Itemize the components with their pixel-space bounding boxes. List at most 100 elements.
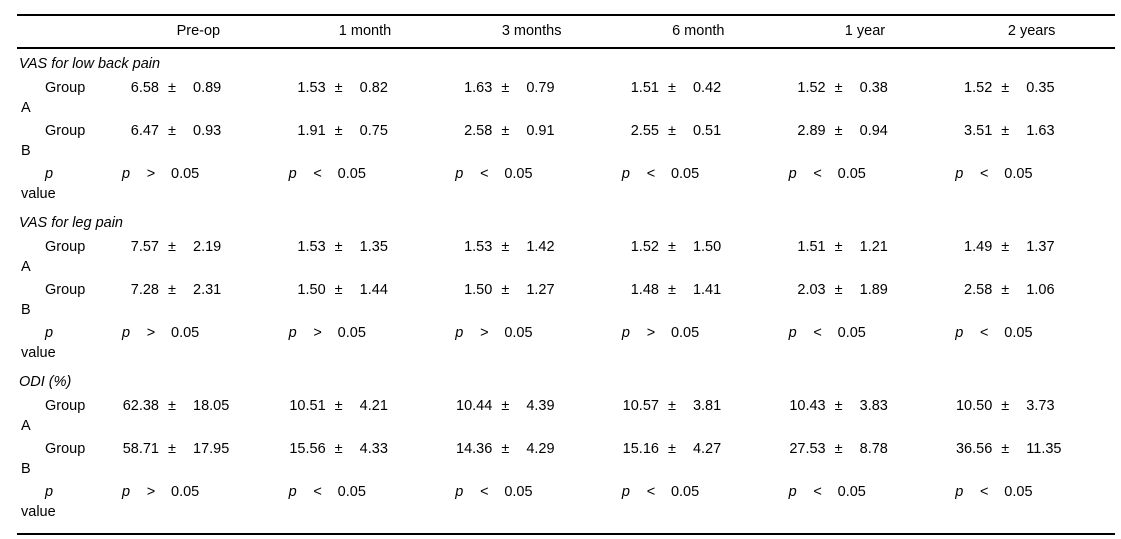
comparison-operator: <	[813, 325, 822, 341]
sd-value: 1.06	[1026, 282, 1055, 298]
sd-value: 1.27	[526, 282, 555, 298]
comparison-operator: <	[813, 484, 822, 500]
row-label-line1: p	[45, 484, 54, 500]
p-symbol: p	[955, 166, 964, 182]
value-cell: 2.03 ±1.89	[782, 278, 949, 321]
p-threshold: 0.05	[1004, 325, 1033, 341]
mean-value: 1.49	[964, 239, 993, 255]
value-cell: 36.56 ±11.35	[948, 437, 1115, 480]
sd-value: 1.37	[1026, 239, 1055, 255]
comparison-operator: >	[146, 166, 156, 182]
value-cell: 1.52 ±0.38	[782, 76, 949, 119]
value-cell: 58.71 ±17.95	[115, 437, 282, 480]
mean-value: 2.03	[797, 282, 826, 298]
sd-value: 1.50	[692, 239, 722, 255]
comparison-operator: >	[480, 325, 489, 341]
p-symbol: p	[621, 166, 630, 182]
plus-minus-sign: ±	[1001, 80, 1010, 96]
row-label-line2: value	[21, 186, 56, 202]
row-label-line2: A	[21, 100, 31, 116]
p-symbol: p	[455, 484, 464, 500]
row-label-line2: B	[21, 461, 31, 477]
sd-value: 1.44	[359, 282, 388, 298]
p-cell: p >0.05	[282, 321, 449, 367]
p-threshold: 0.05	[337, 484, 366, 500]
row-label: Group B	[17, 119, 115, 162]
mean-value: 1.51	[630, 80, 659, 96]
p-cell: p <0.05	[615, 480, 782, 534]
mean-value: 1.52	[964, 80, 993, 96]
comparison-operator: >	[646, 325, 656, 341]
plus-minus-sign: ±	[168, 282, 176, 298]
plus-minus-sign: ±	[168, 239, 176, 255]
column-header-3months: 3 months	[448, 15, 615, 49]
p-threshold: 0.05	[670, 166, 700, 182]
table-body: VAS for low back pain Group A 6.58 ±0.89 1.53…	[17, 48, 1115, 534]
plus-minus-sign: ±	[501, 123, 510, 139]
plus-minus-sign: ±	[168, 441, 176, 457]
p-threshold: 0.05	[171, 166, 200, 182]
p-cell: p >0.05	[115, 480, 282, 534]
mean-value: 10.44	[456, 398, 493, 414]
group-row: Group A 62.38 ±18.05 10.51 ±4.21 10.44 ±4.39 10.…	[17, 394, 1115, 437]
mean-value: 27.53	[789, 441, 826, 457]
value-cell: 1.51 ±0.42	[615, 76, 782, 119]
p-cell: p <0.05	[782, 321, 949, 367]
comparison-operator: <	[646, 166, 656, 182]
p-threshold: 0.05	[504, 166, 533, 182]
header-row: Pre-op 1 month 3 months 6 month 1 year 2…	[17, 15, 1115, 49]
row-label-line2: A	[21, 418, 31, 434]
mean-value: 1.48	[630, 282, 659, 298]
p-cell: p <0.05	[448, 480, 615, 534]
value-cell: 1.50 ±1.27	[448, 278, 615, 321]
value-cell: 6.58 ±0.89	[115, 76, 282, 119]
sd-value: 3.73	[1026, 398, 1055, 414]
p-cell: p <0.05	[948, 162, 1115, 208]
mean-value: 2.89	[797, 123, 826, 139]
sd-value: 1.42	[526, 239, 555, 255]
value-cell: 1.52 ±1.50	[615, 235, 782, 278]
mean-value: 1.51	[797, 239, 826, 255]
sd-value: 0.82	[359, 80, 388, 96]
mean-value: 10.51	[289, 398, 326, 414]
plus-minus-sign: ±	[667, 441, 676, 457]
column-header-empty	[17, 15, 115, 49]
comparison-operator: <	[980, 166, 989, 182]
mean-value: 3.51	[964, 123, 993, 139]
mean-value: 36.56	[955, 441, 993, 457]
p-value-row: p value p >0.05 p <0.05 p <0.05 p <0.05 p <0.05 p <0.…	[17, 480, 1115, 534]
value-cell: 1.53 ±1.42	[448, 235, 615, 278]
row-label-line2: B	[21, 302, 31, 318]
p-cell: p >0.05	[115, 162, 282, 208]
p-cell: p >0.05	[448, 321, 615, 367]
p-symbol: p	[788, 166, 797, 182]
p-symbol: p	[121, 325, 131, 341]
plus-minus-sign: ±	[1001, 441, 1010, 457]
row-label-line2: B	[21, 143, 31, 159]
mean-value: 1.53	[464, 239, 493, 255]
value-cell: 2.58 ±1.06	[948, 278, 1115, 321]
comparison-operator: <	[813, 166, 822, 182]
p-symbol: p	[455, 166, 464, 182]
value-cell: 7.57 ±2.19	[115, 235, 282, 278]
sd-value: 0.35	[1026, 80, 1055, 96]
value-cell: 10.57 ±3.81	[615, 394, 782, 437]
p-symbol: p	[788, 325, 797, 341]
sd-value: 0.93	[193, 123, 222, 139]
mean-value: 14.36	[456, 441, 493, 457]
p-symbol: p	[455, 325, 464, 341]
row-label: Group A	[17, 76, 115, 119]
plus-minus-sign: ±	[168, 123, 176, 139]
mean-value: 62.38	[122, 398, 159, 414]
row-label-line1: Group	[45, 282, 86, 298]
p-threshold: 0.05	[171, 325, 200, 341]
value-cell: 1.53 ±1.35	[282, 235, 449, 278]
p-threshold: 0.05	[837, 325, 866, 341]
row-label: p value	[17, 480, 115, 534]
value-cell: 15.56 ±4.33	[282, 437, 449, 480]
p-symbol: p	[955, 484, 964, 500]
mean-value: 1.53	[297, 239, 326, 255]
p-threshold: 0.05	[504, 484, 533, 500]
column-header-1month: 1 month	[281, 15, 449, 49]
plus-minus-sign: ±	[334, 123, 343, 139]
